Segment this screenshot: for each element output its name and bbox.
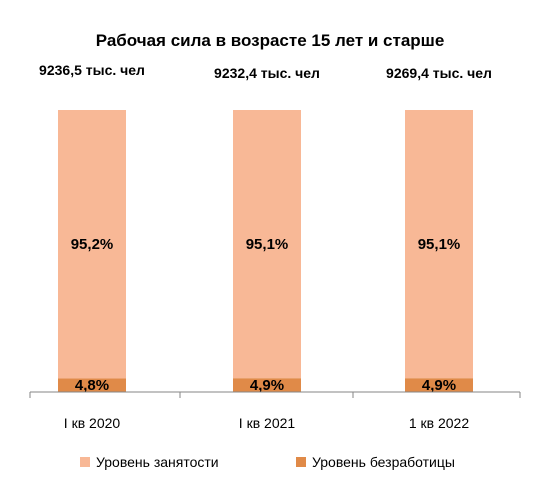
- legend-label-1: Уровень безработицы: [312, 454, 455, 470]
- unemployment-label-2: 4,9%: [422, 377, 456, 394]
- unemployment-bar-1: [233, 378, 301, 392]
- unemployment-label-0: 4,8%: [75, 377, 109, 394]
- employment-bar-1: [233, 110, 301, 379]
- employment-label-2: 95,1%: [418, 236, 461, 253]
- total-label-0: 9236,5 тыс. чел: [39, 62, 145, 78]
- chart-title: Рабочая сила в возрасте 15 лет и старше: [96, 31, 445, 50]
- total-label-1: 9232,4 тыс. чел: [214, 65, 320, 81]
- employment-label-0: 95,2%: [71, 236, 114, 253]
- legend-swatch-0: [80, 457, 90, 467]
- unemployment-bar-2: [405, 378, 473, 392]
- legend: Уровень занятости Уровень безработицы: [80, 454, 455, 470]
- employment-bar-0: [58, 110, 126, 379]
- unemployment-bar-0: [58, 378, 126, 392]
- employment-bar-2: [405, 110, 473, 379]
- x-tick-label-2: 1 кв 2022: [409, 415, 469, 431]
- x-tick-label-0: I кв 2020: [64, 415, 121, 431]
- employment-label-1: 95,1%: [246, 236, 289, 253]
- totals-layer: 9236,5 тыс. чел 9232,4 тыс. чел 9269,4 тыс…: [39, 62, 492, 81]
- legend-label-0: Уровень занятости: [96, 454, 219, 470]
- unemployment-label-1: 4,9%: [250, 377, 284, 394]
- x-axis-ticks: I кв 2020 I кв 2021 1 кв 2022: [29, 392, 521, 431]
- bars-layer: [58, 110, 473, 392]
- x-tick-label-1: I кв 2021: [239, 415, 296, 431]
- total-label-2: 9269,4 тыс. чел: [386, 65, 492, 81]
- legend-swatch-1: [296, 457, 306, 467]
- data-labels-layer: 4,8% 95,2% 4,9% 95,1% 4,9% 95,1%: [71, 236, 461, 394]
